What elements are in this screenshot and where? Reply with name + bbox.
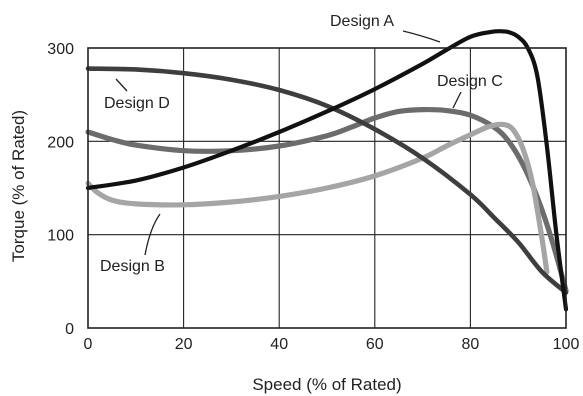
y-axis-title: Torque (% of Rated) [9, 110, 28, 262]
series-label-design-b: Design B [100, 258, 165, 275]
series-label-design-a: Design A [330, 13, 394, 30]
x-tick-label: 60 [366, 336, 384, 353]
series-lines [85, 29, 569, 312]
y-tick-label: 100 [47, 228, 74, 245]
leader-line-design-b [144, 213, 161, 256]
tick-labels: 0 20 40 60 80 100 0 100 200 300 [47, 41, 579, 353]
x-tick-label: 0 [84, 336, 93, 353]
grid-lines [88, 48, 566, 328]
series-label-design-c: Design C [437, 73, 503, 90]
series-label-design-d: Design D [104, 95, 170, 112]
x-tick-label: 80 [462, 336, 480, 353]
y-tick-label: 200 [47, 134, 74, 151]
x-tick-label: 100 [553, 336, 580, 353]
leader-line-design-d [115, 78, 128, 92]
x-axis-title: Speed (% of Rated) [252, 375, 401, 394]
y-tick-label: 0 [65, 321, 74, 338]
y-tick-label: 300 [47, 41, 74, 58]
plot-frame [87, 47, 567, 329]
x-tick-label: 20 [175, 336, 193, 353]
series-labels: Design A Design B Design C Design D [100, 13, 503, 275]
x-tick-label: 40 [270, 336, 288, 353]
leader-line-design-c [452, 91, 462, 109]
series-line-design-c [85, 106, 569, 294]
leader-line-design-a [402, 30, 441, 43]
series-line-design-a [85, 29, 569, 312]
series-line-design-d [85, 66, 569, 295]
